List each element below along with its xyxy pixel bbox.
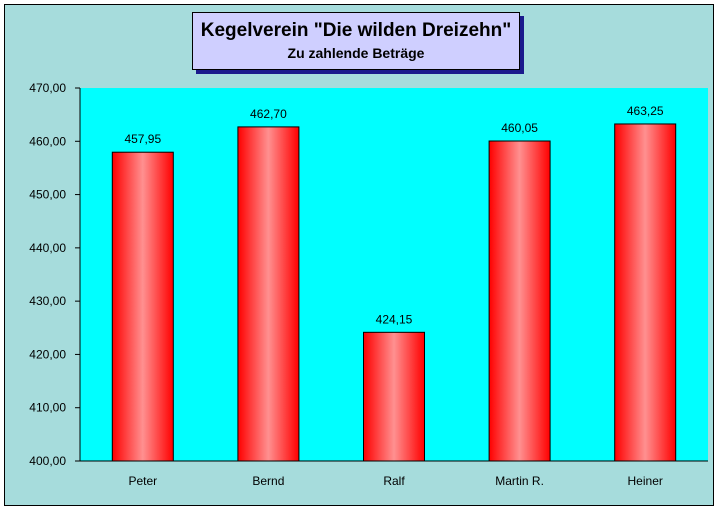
chart-title: Kegelverein "Die wilden Dreizehn" xyxy=(200,20,512,41)
y-tick-label: 430,00 xyxy=(29,294,66,308)
bar xyxy=(614,123,677,462)
x-tick-label: Ralf xyxy=(383,474,405,488)
y-tick-label: 450,00 xyxy=(29,188,66,202)
bar-value-label: 462,70 xyxy=(250,107,287,121)
bar xyxy=(488,140,551,462)
bar-value-label: 460,05 xyxy=(501,121,538,135)
y-tick-label: 420,00 xyxy=(29,347,66,361)
chart-title-box: Kegelverein "Die wilden Dreizehn" Zu zah… xyxy=(192,12,520,70)
x-tick-label: Heiner xyxy=(628,474,663,488)
y-tick-label: 460,00 xyxy=(29,134,66,148)
y-tick-label: 410,00 xyxy=(29,401,66,415)
bar xyxy=(363,331,425,462)
bar-value-label: 463,25 xyxy=(627,104,664,118)
y-tick-label: 440,00 xyxy=(29,241,66,255)
bars: 457,95 462,70 424,15 460,05 463,25 xyxy=(111,104,677,462)
x-axis: Peter Bernd Ralf Martin R. Heiner xyxy=(80,460,708,488)
y-tick-label: 470,00 xyxy=(29,81,66,95)
x-tick-label: Martin R. xyxy=(495,474,544,488)
y-tick-label: 400,00 xyxy=(29,454,66,468)
bar xyxy=(111,151,174,462)
chart-subtitle: Zu zahlende Beträge xyxy=(287,45,425,61)
bar-value-label: 424,15 xyxy=(376,312,413,326)
x-tick-label: Peter xyxy=(128,474,157,488)
x-tick-label: Bernd xyxy=(252,474,284,488)
bar-value-label: 457,95 xyxy=(124,132,161,146)
y-axis: 400,00 410,00 420,00 430,00 440,00 450,00 460,… xyxy=(29,81,81,468)
bar xyxy=(237,126,300,462)
